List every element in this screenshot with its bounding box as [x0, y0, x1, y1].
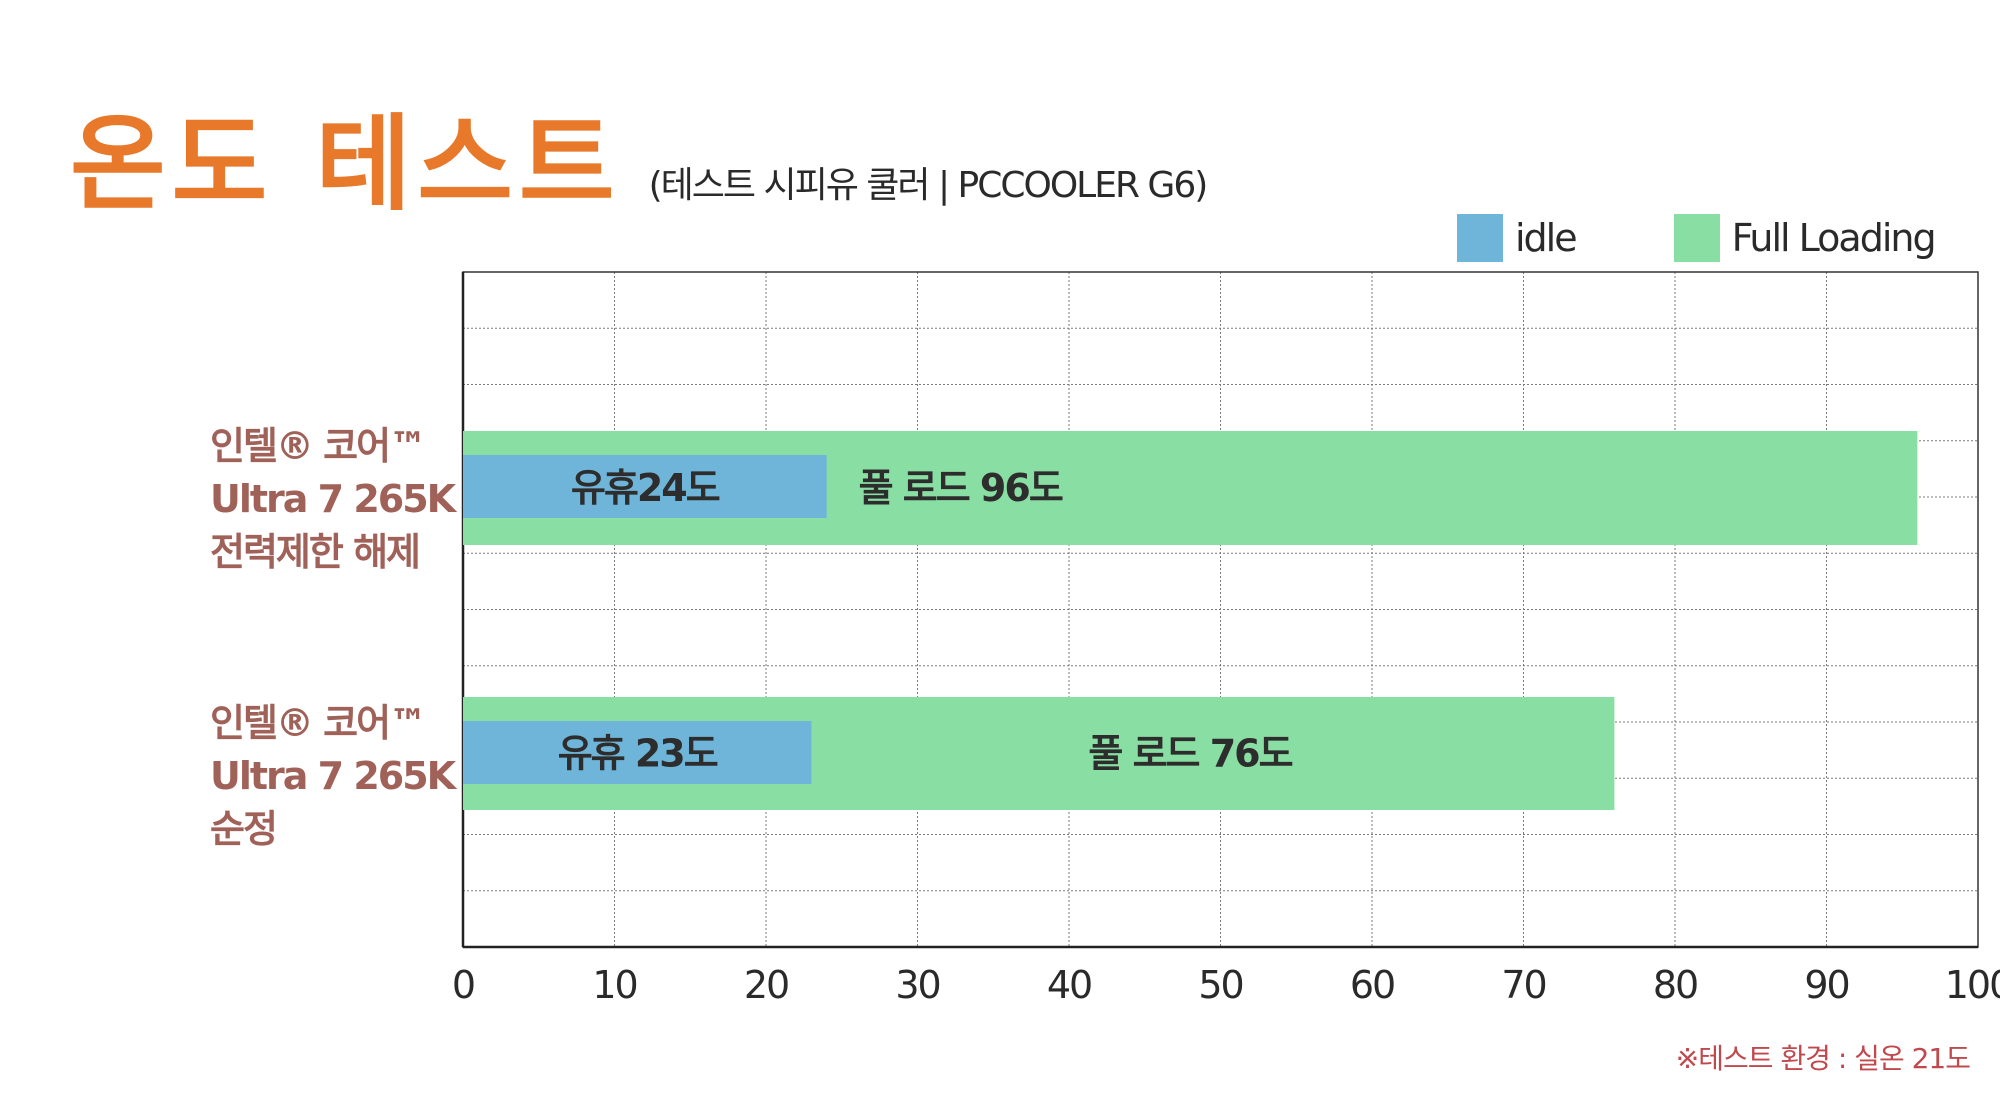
x-tick-label: 20	[744, 963, 788, 1007]
data-label-full-loading: 풀 로드 76도	[1088, 732, 1292, 776]
x-tick-label: 70	[1501, 963, 1545, 1007]
x-tick-label: 40	[1047, 963, 1091, 1007]
x-tick-label: 10	[592, 963, 636, 1007]
category-label-unlocked: 인텔® 코어™ Ultra 7 265K 전력제한 해제	[210, 424, 456, 574]
footnote: ※테스트 환경 : 실온 21도	[1675, 1042, 1971, 1075]
data-label-idle: 유휴24도	[571, 466, 720, 510]
legend: idle Full Loading	[1457, 214, 1937, 262]
chart-title: 온도 테스트	[70, 103, 621, 225]
x-tick-label: 80	[1653, 963, 1697, 1007]
chart-subtitle: (테스트 시피유 쿨러 | PCCOOLER G6)	[648, 165, 1209, 206]
bar-idle	[463, 721, 812, 784]
x-tick-label: 50	[1198, 963, 1242, 1007]
title-row: 온도 테스트 (테스트 시피유 쿨러 | PCCOOLER G6)	[70, 103, 1209, 225]
x-tick-label: 90	[1804, 963, 1848, 1007]
legend-swatch-full-loading	[1673, 214, 1720, 262]
legend-item-full-loading: Full Loading	[1673, 214, 1937, 262]
category-label-stock: 인텔® 코어™ Ultra 7 265K 순정	[210, 701, 456, 851]
x-tick-label: 30	[895, 963, 939, 1007]
x-tick-label: 0	[452, 963, 474, 1007]
legend-label-idle: idle	[1515, 216, 1578, 260]
legend-swatch-idle	[1457, 214, 1503, 262]
x-tick-label: 100	[1945, 963, 2000, 1007]
legend-item-idle: idle	[1457, 214, 1578, 262]
x-tick-label: 60	[1350, 963, 1394, 1007]
data-label-full-loading: 풀 로드 96도	[859, 466, 1063, 510]
data-label-idle: 유휴 23도	[558, 732, 718, 776]
bar-idle	[463, 455, 827, 518]
legend-label-full-loading: Full Loading	[1731, 216, 1937, 260]
